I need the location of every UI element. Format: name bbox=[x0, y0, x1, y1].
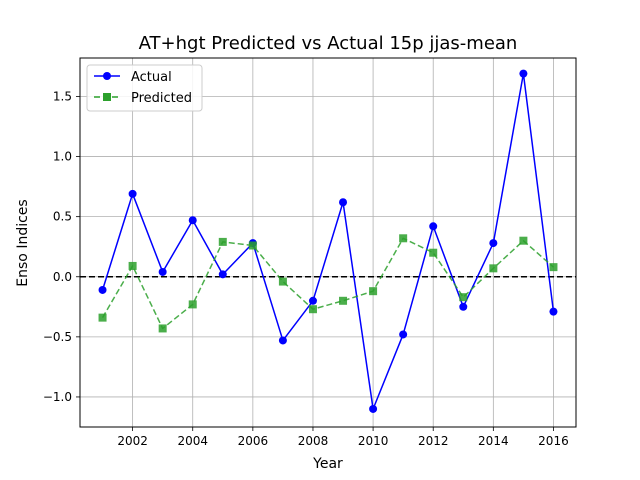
actual-point bbox=[98, 285, 107, 294]
actual-point bbox=[339, 198, 348, 207]
x-tick-label: 2008 bbox=[298, 434, 329, 448]
legend-label-actual: Actual bbox=[131, 70, 172, 85]
predicted-point bbox=[188, 300, 197, 309]
chart-title: AT+hgt Predicted vs Actual 15p jjas-mean bbox=[139, 33, 518, 54]
predicted-point bbox=[429, 248, 438, 257]
legend-marker-predicted bbox=[103, 93, 111, 101]
x-tick-label: 2014 bbox=[478, 434, 509, 448]
actual-point bbox=[308, 296, 317, 305]
predicted-point bbox=[158, 324, 167, 333]
actual-point bbox=[218, 270, 227, 279]
legend: Actual Predicted bbox=[86, 64, 203, 112]
predicted-point bbox=[98, 313, 107, 322]
x-tick-label: 2006 bbox=[238, 434, 269, 448]
predicted-point bbox=[308, 305, 317, 314]
predicted-point bbox=[339, 296, 348, 305]
predicted-line bbox=[101, 237, 554, 330]
actual-point bbox=[278, 336, 287, 345]
actual-point bbox=[519, 69, 528, 78]
x-tick-label: 2016 bbox=[538, 434, 569, 448]
ticks: 2002 2004 2006 2008 2010 2012 2014 2016 −1.0 −0.5… bbox=[43, 89, 569, 448]
actual-point bbox=[489, 239, 498, 248]
y-tick-label: −0.5 bbox=[43, 330, 72, 344]
legend-label-predicted: Predicted bbox=[131, 91, 192, 106]
predicted-point bbox=[278, 277, 287, 286]
predicted-point bbox=[459, 293, 468, 302]
predicted-point bbox=[369, 287, 378, 296]
actual-point bbox=[369, 404, 378, 413]
x-tick-label: 2012 bbox=[418, 434, 449, 448]
grid bbox=[80, 58, 576, 427]
actual-point bbox=[158, 267, 167, 276]
actual-point bbox=[429, 222, 438, 231]
actual-point bbox=[459, 302, 468, 311]
legend-marker-actual bbox=[103, 72, 111, 80]
x-axis-label: Year bbox=[312, 456, 343, 472]
actual-line bbox=[101, 72, 555, 410]
predicted-point bbox=[549, 263, 558, 272]
predicted-point bbox=[399, 234, 408, 243]
y-axis-label: Enso Indices bbox=[15, 199, 31, 286]
x-tick-label: 2002 bbox=[117, 434, 148, 448]
y-tick-label: 0.0 bbox=[53, 270, 72, 284]
plot-frame bbox=[79, 57, 577, 428]
predicted-point bbox=[519, 236, 528, 245]
series-group bbox=[98, 69, 558, 413]
actual-series bbox=[98, 69, 558, 413]
actual-point bbox=[128, 189, 137, 198]
y-tick-label: −1.0 bbox=[43, 390, 72, 404]
y-tick-label: 0.5 bbox=[53, 210, 72, 224]
y-tick-label: 1.5 bbox=[53, 89, 72, 103]
predicted-series bbox=[98, 234, 558, 333]
actual-point bbox=[188, 216, 197, 225]
x-tick-label: 2010 bbox=[358, 434, 389, 448]
actual-point bbox=[549, 307, 558, 316]
predicted-point bbox=[128, 261, 137, 270]
predicted-point bbox=[489, 264, 498, 273]
y-tick-label: 1.0 bbox=[53, 150, 72, 164]
x-tick-label: 2004 bbox=[177, 434, 208, 448]
predicted-point bbox=[248, 241, 257, 250]
actual-point bbox=[399, 330, 408, 339]
predicted-point bbox=[218, 237, 227, 246]
